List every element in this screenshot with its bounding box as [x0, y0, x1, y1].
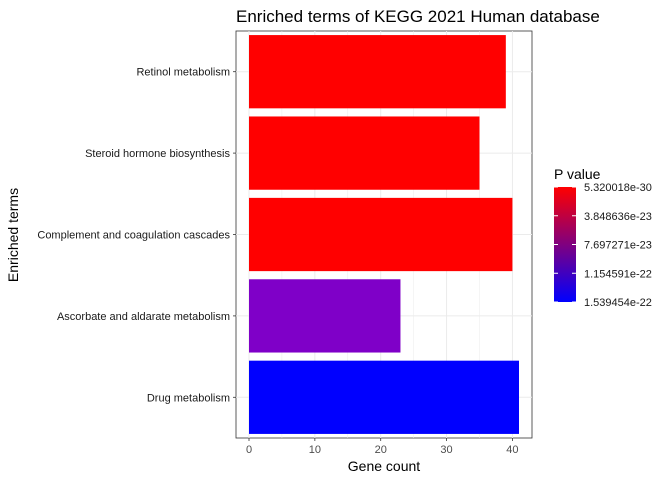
legend-label: 1.539454e-22	[584, 297, 652, 309]
legend-label: 1.154591e-22	[584, 268, 652, 280]
y-tick-label: Complement and coagulation cascades	[37, 230, 230, 242]
x-tick-label: 0	[246, 444, 252, 456]
x-axis-title: Gene count	[348, 458, 420, 474]
y-axis-ticks: Retinol metabolism Steroid hormone biosyn…	[37, 67, 236, 404]
y-tick-label: Ascorbate and aldarate metabolism	[57, 311, 230, 323]
y-tick-label: Steroid hormone biosynthesis	[85, 148, 230, 160]
bar	[249, 279, 401, 353]
y-tick-label: Drug metabolism	[147, 392, 230, 404]
bar	[249, 35, 506, 109]
y-axis-title: Enriched terms	[5, 188, 21, 282]
legend-label: 3.848636e-23	[584, 211, 652, 223]
legend-ticks: 5.320018e-30 3.848636e-23 7.697271e-23 1.15…	[554, 182, 652, 309]
y-tick-label: Retinol metabolism	[136, 67, 230, 79]
x-tick-label: 20	[375, 444, 387, 456]
legend-label: 5.320018e-30	[584, 182, 652, 194]
x-tick-label: 30	[440, 444, 452, 456]
x-tick-label: 10	[309, 444, 321, 456]
legend-colorbar	[554, 187, 576, 302]
chart-title: Enriched terms of KEGG 2021 Human databa…	[236, 7, 600, 26]
color-legend: P value 5.320018e-30 3.848636e-23 7.697271…	[554, 166, 652, 309]
bar	[249, 360, 519, 434]
legend-label: 7.697271e-23	[584, 240, 652, 252]
legend-title: P value	[554, 166, 601, 182]
x-axis-ticks: 0 10 20 30 40	[246, 438, 519, 456]
x-tick-label: 40	[506, 444, 518, 456]
bar	[249, 116, 480, 190]
bar	[249, 197, 513, 272]
bars	[249, 35, 519, 434]
